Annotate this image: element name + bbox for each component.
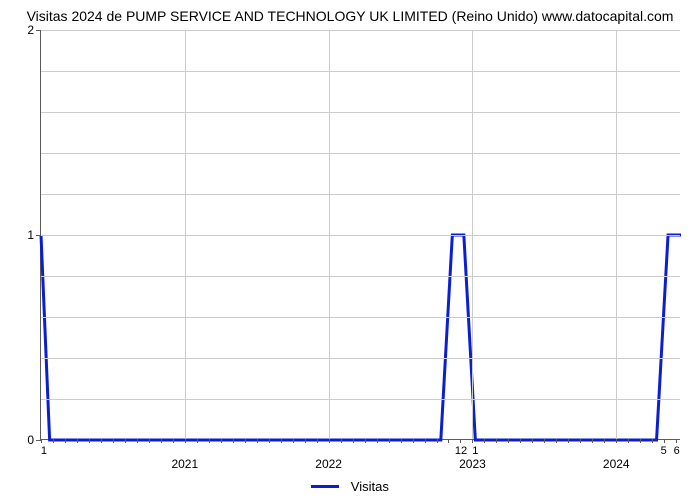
x-axis-minor-tick bbox=[149, 439, 150, 443]
x-axis-minor-tick bbox=[281, 439, 282, 443]
x-axis-minor-tick bbox=[592, 439, 593, 443]
y-axis-tick bbox=[36, 235, 41, 236]
x-axis-minor-tick bbox=[101, 439, 102, 443]
x-axis-month-label: 1 bbox=[41, 445, 47, 457]
x-axis-month-label: 12 bbox=[455, 445, 467, 457]
x-axis-minor-tick bbox=[413, 439, 414, 443]
horizontal-gridline bbox=[41, 235, 680, 236]
x-axis-minor-tick bbox=[245, 439, 246, 443]
y-axis-label: 2 bbox=[14, 23, 34, 37]
x-axis-minor-tick bbox=[185, 439, 186, 443]
horizontal-gridline bbox=[41, 112, 680, 113]
vertical-gridline bbox=[329, 30, 330, 439]
horizontal-gridline bbox=[41, 71, 680, 72]
x-axis-minor-tick bbox=[329, 439, 330, 443]
x-axis-minor-tick bbox=[221, 439, 222, 443]
x-axis-minor-tick bbox=[652, 439, 653, 443]
legend-swatch bbox=[311, 485, 339, 488]
x-axis-minor-tick bbox=[197, 439, 198, 443]
x-axis-minor-tick bbox=[41, 439, 42, 443]
x-axis-month-label: 5 bbox=[661, 445, 667, 457]
x-axis-year-label: 2022 bbox=[315, 457, 342, 471]
x-axis-minor-tick bbox=[305, 439, 306, 443]
vertical-gridline bbox=[616, 30, 617, 439]
plot-surface: 2021202220232024112156 bbox=[40, 30, 680, 440]
x-axis-minor-tick bbox=[437, 439, 438, 443]
x-axis-minor-tick bbox=[53, 439, 54, 443]
x-axis-minor-tick bbox=[209, 439, 210, 443]
horizontal-gridline bbox=[41, 399, 680, 400]
x-axis-minor-tick bbox=[520, 439, 521, 443]
chart-plot-area: 2021202220232024112156 012 bbox=[40, 30, 680, 440]
x-axis-minor-tick bbox=[77, 439, 78, 443]
horizontal-gridline bbox=[41, 153, 680, 154]
x-axis-minor-tick bbox=[460, 439, 461, 443]
x-axis-minor-tick bbox=[676, 439, 677, 443]
x-axis-minor-tick bbox=[161, 439, 162, 443]
x-axis-minor-tick bbox=[401, 439, 402, 443]
legend: Visitas bbox=[0, 478, 700, 494]
y-axis-label: 0 bbox=[14, 433, 34, 447]
x-axis-minor-tick bbox=[365, 439, 366, 443]
x-axis-minor-tick bbox=[604, 439, 605, 443]
x-axis-minor-tick bbox=[341, 439, 342, 443]
x-axis-year-label: 2021 bbox=[171, 457, 198, 471]
x-axis-minor-tick bbox=[544, 439, 545, 443]
x-axis-minor-tick bbox=[377, 439, 378, 443]
x-axis-minor-tick bbox=[484, 439, 485, 443]
x-axis-minor-tick bbox=[293, 439, 294, 443]
horizontal-gridline bbox=[41, 194, 680, 195]
legend-label: Visitas bbox=[351, 479, 389, 494]
x-axis-year-label: 2023 bbox=[459, 457, 486, 471]
chart-title: Visitas 2024 de PUMP SERVICE AND TECHNOL… bbox=[0, 8, 700, 24]
series-line bbox=[41, 235, 681, 440]
horizontal-gridline bbox=[41, 317, 680, 318]
x-axis-minor-tick bbox=[556, 439, 557, 443]
x-axis-month-label: 1 bbox=[472, 445, 478, 457]
y-axis-label: 1 bbox=[14, 228, 34, 242]
horizontal-gridline bbox=[41, 358, 680, 359]
x-axis-minor-tick bbox=[353, 439, 354, 443]
x-axis-minor-tick bbox=[580, 439, 581, 443]
x-axis-minor-tick bbox=[125, 439, 126, 443]
x-axis-year-label: 2024 bbox=[603, 457, 630, 471]
horizontal-gridline bbox=[41, 276, 680, 277]
horizontal-gridline bbox=[41, 30, 680, 31]
chart-container: Visitas 2024 de PUMP SERVICE AND TECHNOL… bbox=[0, 0, 700, 500]
x-axis-minor-tick bbox=[113, 439, 114, 443]
x-axis-minor-tick bbox=[137, 439, 138, 443]
x-axis-minor-tick bbox=[233, 439, 234, 443]
x-axis-minor-tick bbox=[496, 439, 497, 443]
x-axis-minor-tick bbox=[389, 439, 390, 443]
x-axis-minor-tick bbox=[317, 439, 318, 443]
vertical-gridline bbox=[472, 30, 473, 439]
x-axis-minor-tick bbox=[508, 439, 509, 443]
x-axis-minor-tick bbox=[257, 439, 258, 443]
x-axis-minor-tick bbox=[65, 439, 66, 443]
x-axis-minor-tick bbox=[448, 439, 449, 443]
x-axis-minor-tick bbox=[664, 439, 665, 443]
x-axis-minor-tick bbox=[89, 439, 90, 443]
x-axis-minor-tick bbox=[616, 439, 617, 443]
x-axis-minor-tick bbox=[425, 439, 426, 443]
x-axis-minor-tick bbox=[173, 439, 174, 443]
x-axis-minor-tick bbox=[628, 439, 629, 443]
vertical-gridline bbox=[185, 30, 186, 439]
x-axis-minor-tick bbox=[640, 439, 641, 443]
x-axis-minor-tick bbox=[532, 439, 533, 443]
x-axis-month-label: 6 bbox=[674, 445, 680, 457]
x-axis-minor-tick bbox=[472, 439, 473, 443]
y-axis-tick bbox=[36, 30, 41, 31]
x-axis-minor-tick bbox=[269, 439, 270, 443]
x-axis-minor-tick bbox=[568, 439, 569, 443]
